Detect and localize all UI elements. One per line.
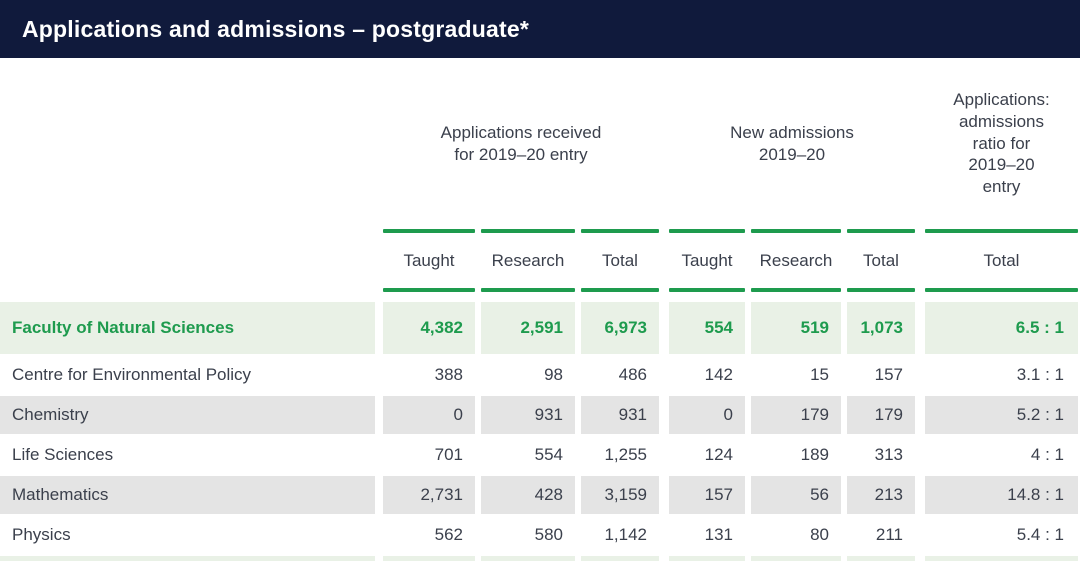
admissions-table: Applications received for 2019–20 entry …	[0, 58, 1080, 561]
value-cell: 2,731	[383, 476, 475, 514]
cut-off-next-row	[0, 556, 1080, 561]
ratio-cell: 6.5 : 1	[925, 302, 1078, 354]
value-cell: 701	[434, 445, 463, 464]
green-rule	[383, 229, 475, 233]
green-rule	[925, 229, 1078, 233]
ratio-cell: 4 : 1	[1030, 445, 1064, 464]
col-header-total-ratio: Total	[983, 250, 1020, 270]
green-rule	[847, 288, 915, 292]
value-cell: 1,255	[604, 445, 647, 464]
value-cell: 213	[847, 476, 915, 514]
value-cell: 388	[434, 365, 463, 384]
table-row: Faculty of Natural Sciences 4,382 2,591 6,9…	[0, 302, 1080, 354]
cut-off-cell	[925, 556, 1078, 561]
sub-header-underline-row	[0, 288, 1080, 292]
value-cell: 80	[810, 525, 829, 544]
sub-header-row: Taught Research Total Taught Research To…	[0, 233, 1080, 288]
value-cell: 931	[481, 396, 575, 434]
value-cell: 189	[800, 445, 829, 464]
green-rule	[751, 229, 841, 233]
value-cell: 98	[544, 365, 563, 384]
group-header-underline-row	[0, 229, 1080, 233]
green-rule	[669, 229, 745, 233]
col-header-total-admissions: Total	[863, 250, 899, 270]
value-cell: 4,382	[383, 302, 475, 354]
cut-off-cell	[0, 556, 375, 561]
value-cell: 562	[434, 525, 463, 544]
column-group-ratio: Applications: admissions ratio for 2019–…	[953, 90, 1050, 197]
cut-off-cell	[383, 556, 475, 561]
table-row: Centre for Environmental Policy 388 98 486 1…	[0, 356, 1080, 394]
cut-off-cell	[581, 556, 659, 561]
value-cell: 157	[669, 476, 745, 514]
col-header-research-admissions: Research	[759, 250, 833, 270]
value-cell: 519	[751, 302, 841, 354]
row-label: Life Sciences	[12, 445, 114, 464]
value-cell: 554	[669, 302, 745, 354]
value-cell: 56	[751, 476, 841, 514]
value-cell: 3,159	[581, 476, 659, 514]
green-rule	[383, 288, 475, 292]
column-group-header-row: Applications received for 2019–20 entry …	[0, 58, 1080, 229]
cut-off-cell	[669, 556, 745, 561]
cut-off-cell	[847, 556, 915, 561]
value-cell: 2,591	[481, 302, 575, 354]
value-cell: 6,973	[581, 302, 659, 354]
ratio-cell: 5.2 : 1	[925, 396, 1078, 434]
value-cell: 131	[704, 525, 733, 544]
value-cell: 157	[874, 365, 903, 384]
green-rule	[751, 288, 841, 292]
value-cell: 15	[810, 365, 829, 384]
value-cell: 580	[534, 525, 563, 544]
green-rule	[925, 288, 1078, 292]
value-cell: 179	[847, 396, 915, 434]
table-row: Physics 562 580 1,142 131 80 211 5.4 : 1	[0, 516, 1080, 554]
row-label: Mathematics	[0, 476, 375, 514]
green-rule	[581, 288, 659, 292]
row-label: Chemistry	[0, 396, 375, 434]
value-cell: 1,073	[847, 302, 915, 354]
value-cell: 428	[481, 476, 575, 514]
value-cell: 0	[383, 396, 475, 434]
value-cell: 211	[875, 525, 903, 544]
value-cell: 1,142	[604, 525, 647, 544]
col-header-taught-admissions: Taught	[681, 250, 733, 270]
value-cell: 313	[874, 445, 903, 464]
ratio-cell: 14.8 : 1	[925, 476, 1078, 514]
page-title: Applications and admissions – postgradua…	[22, 15, 530, 42]
ratio-cell: 3.1 : 1	[1016, 365, 1064, 384]
title-bar: Applications and admissions – postgradua…	[0, 0, 1080, 58]
col-header-research-applications: Research	[491, 250, 565, 270]
column-group-applications-received: Applications received for 2019–20 entry	[440, 122, 602, 164]
value-cell: 486	[618, 365, 647, 384]
ratio-cell: 5.4 : 1	[1016, 525, 1064, 544]
table-row: Chemistry 0 931 931 0 179 179 5.2 : 1	[0, 396, 1080, 434]
value-cell: 554	[534, 445, 563, 464]
value-cell: 0	[669, 396, 745, 434]
table-row: Life Sciences 701 554 1,255 124 189 313 4 : 1	[0, 436, 1080, 474]
col-header-taught-applications: Taught	[403, 250, 455, 270]
value-cell: 931	[581, 396, 659, 434]
cut-off-cell	[481, 556, 575, 561]
green-rule	[581, 229, 659, 233]
value-cell: 179	[751, 396, 841, 434]
value-cell: 142	[704, 365, 733, 384]
row-label: Physics	[12, 525, 71, 544]
row-label: Faculty of Natural Sciences	[0, 302, 375, 354]
value-cell: 124	[704, 445, 733, 464]
cut-off-cell	[751, 556, 841, 561]
table-row: Mathematics 2,731 428 3,159 157 56 213 14.8 : 1	[0, 476, 1080, 514]
green-rule	[481, 288, 575, 292]
column-group-new-admissions: New admissions 2019–20	[730, 122, 854, 164]
row-label: Centre for Environmental Policy	[12, 365, 252, 384]
col-header-total-applications: Total	[602, 250, 638, 270]
green-rule	[847, 229, 915, 233]
green-rule	[481, 229, 575, 233]
table-body: Faculty of Natural Sciences 4,382 2,591 6,9…	[0, 302, 1080, 554]
green-rule	[669, 288, 745, 292]
